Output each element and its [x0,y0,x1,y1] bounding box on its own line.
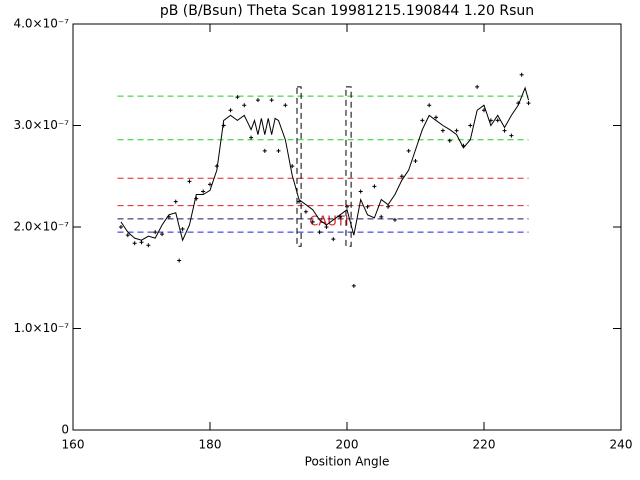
data-point [255,98,260,103]
data-point [317,230,322,235]
data-point [187,179,192,184]
data-point [283,103,288,108]
data-point [173,199,178,204]
data-point [310,219,315,224]
x-tick-label: 240 [610,438,633,452]
data-point [351,283,356,288]
y-tick-label: 2.0×10⁻⁷ [13,220,69,234]
data-point [194,196,199,201]
data-point [495,118,500,123]
data-point [235,95,240,100]
data-point [427,103,432,108]
annotation: CAUTI [309,215,348,230]
data-point [406,148,411,153]
data-point [413,159,418,164]
data-point [420,118,425,123]
data-point [345,204,349,209]
data-point [139,240,144,245]
data-point [249,135,254,140]
data-point [454,128,459,133]
data-point [509,133,514,138]
data-point [269,98,274,103]
x-tick-label: 220 [473,438,496,452]
data-point [228,108,233,113]
data-point [125,233,130,238]
chart-title: pB (B/Bsun) Theta Scan 19981215.190844 1… [160,3,534,19]
data-point [482,108,486,113]
data-point [372,184,377,189]
data-point [516,101,521,106]
data-point [434,115,439,120]
data-point [118,225,123,229]
data-point [386,204,391,209]
dashed-box [345,86,352,247]
x-tick-label: 200 [336,438,359,452]
data-point [160,232,165,237]
data-point [488,118,493,123]
data-point [475,84,480,89]
data-point [166,214,171,219]
data-point [440,128,445,133]
y-tick-label: 4.0×10⁻⁷ [13,17,69,31]
data-point [379,214,384,219]
data-point [201,189,206,194]
y-tick-label: 1.0×10⁻⁷ [13,321,69,335]
data-point [242,103,247,108]
dashed-box [296,86,302,247]
data-point [392,217,397,222]
data-point [502,128,507,133]
x-tick-label: 180 [199,438,222,452]
data-point [177,258,182,263]
data-point [526,101,531,106]
data-point [221,123,226,128]
data-point [180,227,185,232]
data-point [324,225,329,229]
data-point [303,209,308,214]
data-point [297,199,302,204]
data-line [120,86,530,242]
data-point [365,204,370,209]
x-axis-label: Position Angle [305,455,390,469]
data-point [358,189,363,194]
y-tick-label: 0 [61,423,69,437]
data-point [399,174,404,179]
data-point [146,243,151,248]
data-point [468,123,473,128]
data-point [132,241,137,246]
data-point [208,182,212,187]
data-point [153,230,158,235]
data-point [276,148,281,153]
data-point [461,143,466,148]
data-point [262,148,267,153]
data-point [519,72,524,77]
data-point [331,237,336,242]
x-tick-label: 160 [62,438,85,452]
y-tick-label: 3.0×10⁻⁷ [13,118,69,132]
data-point [338,214,343,219]
data-point [447,138,452,143]
data-point [214,164,219,169]
data-point [290,164,295,169]
